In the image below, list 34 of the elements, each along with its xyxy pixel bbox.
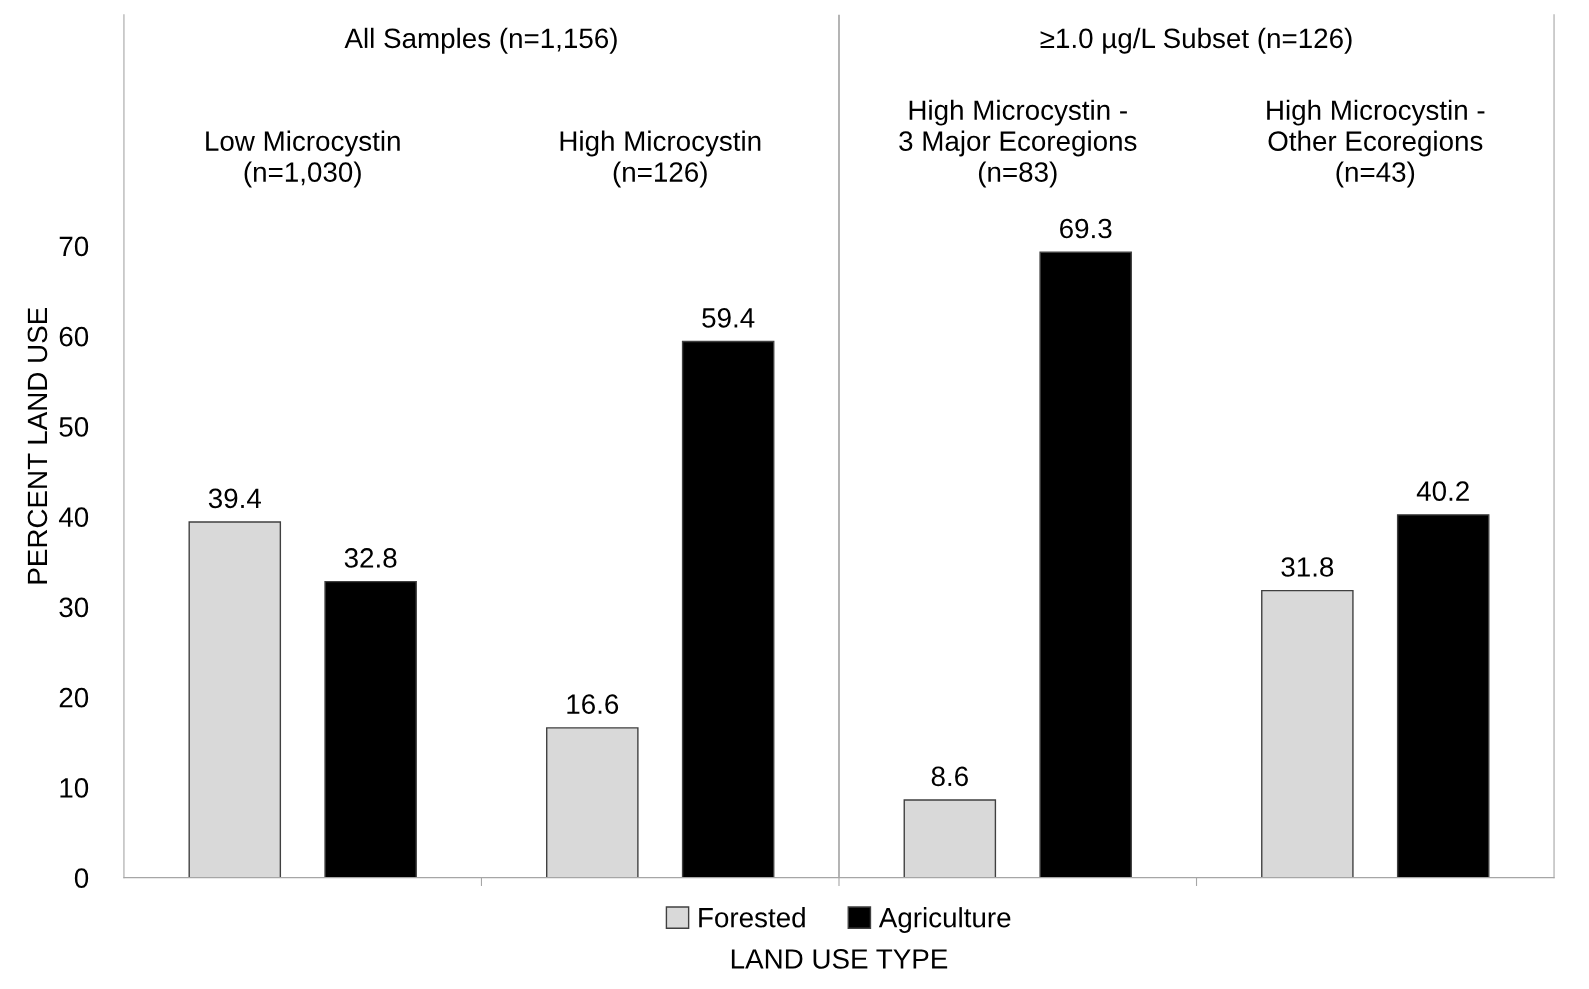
y-axis-title: PERCENT LAND USE	[27, 307, 48, 584]
y-tick-label: 0	[74, 868, 89, 888]
bar	[1261, 589, 1354, 878]
data-label: 59.4	[702, 308, 755, 328]
y-tick-label: 10	[60, 778, 89, 798]
x-tick-label: Low Microcystin (n=1,030)	[206, 130, 400, 188]
x-tick-label: High Microcystin (n=126)	[560, 130, 761, 188]
data-label: 39.4	[208, 488, 261, 509]
y-tick-label: 70	[59, 236, 89, 257]
annotation: ≥1.0 µg/L Subset (n=126)	[1040, 27, 1352, 54]
x-tick-label: High Microcystin - Other Ecoregions (n=43)	[1267, 99, 1485, 188]
legend-label: Forested	[699, 907, 805, 928]
bar	[546, 727, 639, 878]
y-tick-label: 30	[59, 597, 89, 618]
y-tick-label: 40	[58, 507, 89, 527]
data-label: 31.8	[1281, 557, 1334, 577]
x-tick-label: High Microcystin - 3 Major Ecoregions (n=83)	[899, 99, 1137, 188]
bar	[1039, 251, 1132, 878]
data-label: 69.3	[1060, 218, 1112, 239]
y-tick-label: 20	[59, 687, 89, 708]
data-label: 40.2	[1416, 481, 1469, 501]
data-label: 32.8	[344, 548, 397, 568]
legend-label: Agriculture	[878, 907, 1011, 933]
data-label: 8.6	[931, 766, 968, 787]
bar	[681, 340, 775, 878]
bar	[1396, 514, 1490, 878]
y-tick-label: 50	[59, 417, 89, 437]
bar	[188, 521, 282, 878]
bar	[903, 799, 997, 878]
x-axis-title: LAND USE TYPE	[731, 949, 948, 969]
data-label: 16.6	[567, 694, 619, 714]
bar	[324, 580, 417, 878]
y-tick-label: 60	[59, 326, 89, 347]
annotation: All Samples (n=1,156)	[344, 27, 617, 54]
